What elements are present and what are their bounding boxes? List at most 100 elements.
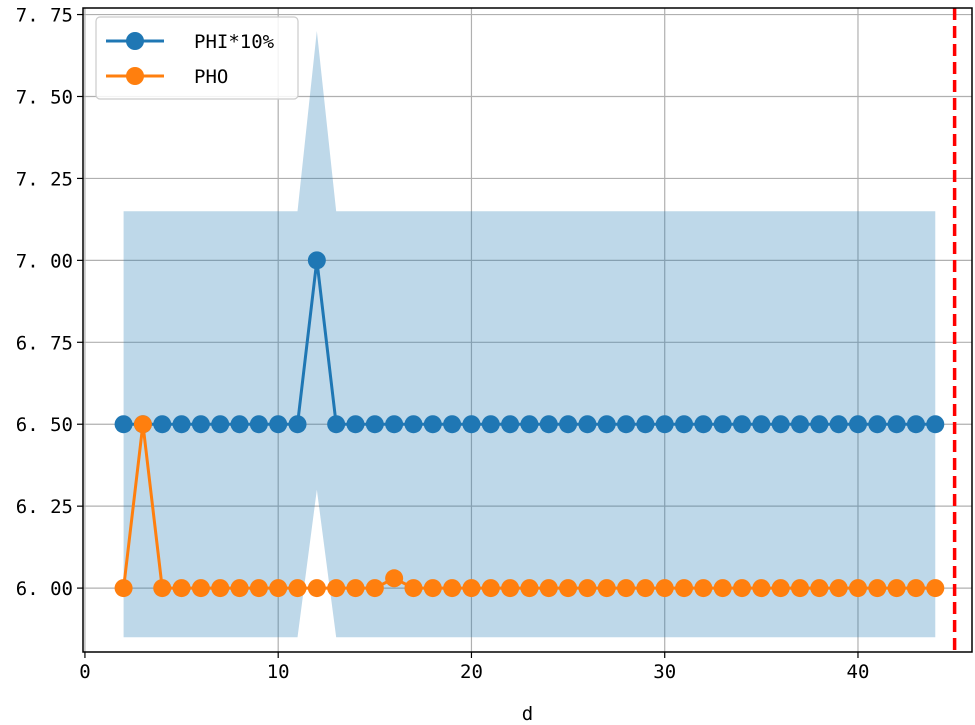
- data-point: [385, 415, 404, 434]
- data-point: [404, 579, 423, 598]
- data-point: [365, 579, 384, 598]
- data-point: [153, 579, 172, 598]
- x-tick-label: 10: [267, 661, 290, 683]
- data-point: [675, 579, 694, 598]
- data-point: [501, 579, 520, 598]
- data-point: [578, 579, 597, 598]
- data-point: [655, 579, 674, 598]
- data-point: [288, 415, 307, 434]
- legend-label: PHO: [194, 66, 228, 88]
- data-point: [191, 415, 210, 434]
- data-point: [790, 415, 809, 434]
- data-point: [520, 579, 539, 598]
- data-point: [462, 415, 481, 434]
- data-point: [906, 579, 925, 598]
- data-point: [153, 415, 172, 434]
- x-tick-label: 40: [847, 661, 870, 683]
- series-layer: [114, 251, 945, 598]
- data-point: [423, 415, 442, 434]
- data-point: [752, 579, 771, 598]
- data-point: [617, 415, 636, 434]
- data-point: [211, 415, 230, 434]
- data-point: [926, 579, 945, 598]
- data-point: [848, 415, 867, 434]
- data-point: [539, 415, 558, 434]
- y-tick-label: 7. 00: [16, 250, 73, 272]
- data-point: [694, 579, 713, 598]
- x-axis-ticks: 0 10 20 30 40: [79, 652, 869, 683]
- data-point: [249, 579, 268, 598]
- y-tick-label: 6. 25: [16, 496, 73, 518]
- data-point: [771, 415, 790, 434]
- data-point: [481, 579, 500, 598]
- data-point: [636, 415, 655, 434]
- data-point: [114, 579, 133, 598]
- data-point: [211, 579, 230, 598]
- data-point: [597, 579, 616, 598]
- data-point: [346, 579, 365, 598]
- data-point: [114, 415, 133, 434]
- data-point: [346, 415, 365, 434]
- series-0: [114, 251, 945, 434]
- y-tick-label: 7. 50: [16, 86, 73, 108]
- data-point: [906, 415, 925, 434]
- data-point: [848, 579, 867, 598]
- legend-marker: [126, 32, 144, 50]
- y-tick-label: 6. 50: [16, 414, 73, 436]
- data-point: [810, 579, 829, 598]
- plot-frame: [82, 7, 973, 653]
- data-point: [771, 579, 790, 598]
- data-point: [655, 415, 674, 434]
- data-point: [230, 579, 249, 598]
- data-point: [191, 579, 210, 598]
- data-point: [230, 415, 249, 434]
- data-point: [733, 579, 752, 598]
- data-point: [307, 251, 326, 270]
- y-tick-label: 7. 75: [16, 5, 73, 27]
- data-point: [327, 579, 346, 598]
- data-point: [365, 415, 384, 434]
- data-point: [887, 579, 906, 598]
- y-tick-label: 6. 75: [16, 332, 73, 354]
- y-tick-label: 7. 25: [16, 168, 73, 190]
- data-point: [829, 415, 848, 434]
- series-1: [114, 415, 945, 598]
- data-point: [733, 415, 752, 434]
- data-point: [790, 579, 809, 598]
- data-point: [269, 579, 288, 598]
- data-point: [172, 579, 191, 598]
- data-point: [404, 415, 423, 434]
- data-point: [307, 579, 326, 598]
- legend-box: [95, 16, 299, 100]
- data-point: [868, 579, 887, 598]
- data-point: [249, 415, 268, 434]
- legend: PHI*10% PHO: [95, 16, 299, 100]
- data-point: [559, 579, 578, 598]
- data-point: [269, 415, 288, 434]
- y-axis-ticks: 6. 00 6. 25 6. 50 6. 75 7. 00 7. 25 7. 50 7. 75: [16, 5, 83, 600]
- legend-item: PHO: [106, 66, 228, 88]
- data-point: [443, 415, 462, 434]
- data-point: [868, 415, 887, 434]
- data-point: [385, 569, 404, 588]
- data-point: [617, 579, 636, 598]
- data-point: [752, 415, 771, 434]
- data-point: [559, 415, 578, 434]
- data-point: [694, 415, 713, 434]
- data-point: [133, 415, 152, 434]
- legend-label: PHI*10%: [194, 31, 275, 53]
- data-point: [713, 415, 732, 434]
- data-point: [481, 415, 500, 434]
- y-tick-label: 6. 00: [16, 578, 73, 600]
- confidence-band-layer: [123, 30, 936, 638]
- data-point: [810, 415, 829, 434]
- data-point: [578, 415, 597, 434]
- legend-marker: [126, 67, 144, 85]
- data-point: [597, 415, 616, 434]
- x-tick-label: 0: [79, 661, 90, 683]
- data-point: [520, 415, 539, 434]
- data-point: [501, 415, 520, 434]
- x-tick-label: 20: [460, 661, 483, 683]
- data-point: [327, 415, 346, 434]
